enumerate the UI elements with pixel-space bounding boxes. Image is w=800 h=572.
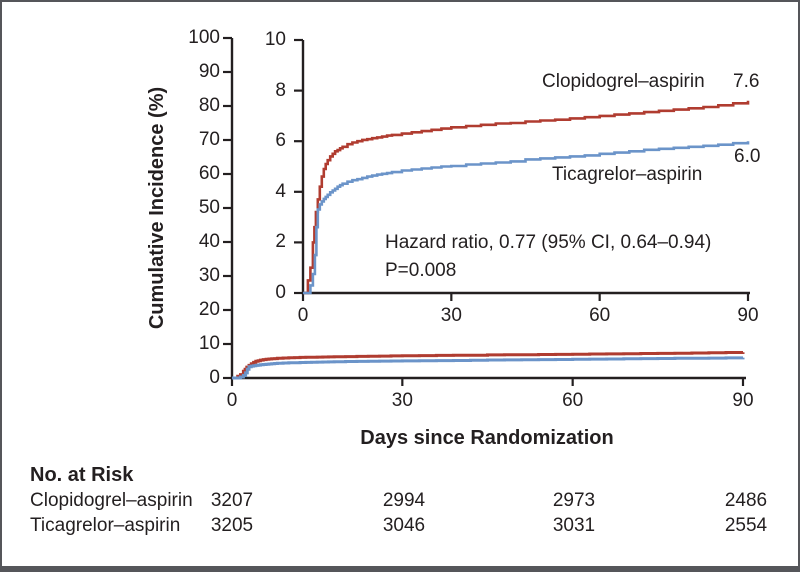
main-y-tick-label-60: 60	[198, 163, 220, 184]
risk-row-label-clopidogrel: Clopidogrel–aspirin	[30, 490, 193, 511]
risk-count: 2554	[724, 515, 768, 536]
main-y-tick-label-10: 10	[198, 333, 220, 354]
main-y-tick-label-40: 40	[198, 231, 220, 252]
risk-count: 3031	[552, 515, 596, 536]
main-y-tick-label-90: 90	[198, 61, 220, 82]
ticagrelor-aspirin-curve-main	[232, 356, 745, 380]
inset-x-tick-label-60: 60	[589, 305, 611, 326]
series-label-clopidogrel-aspirin: Clopidogrel–aspirin	[542, 71, 705, 92]
hazard-ratio-annotation: Hazard ratio, 0.77 (95% CI, 0.64–0.94)	[385, 232, 712, 253]
risk-row-label-ticagrelor: Ticagrelor–aspirin	[30, 515, 181, 536]
risk-count: 3046	[382, 515, 426, 536]
y-axis-title: Cumulative Incidence (%)	[146, 86, 168, 330]
series-label-ticagrelor-aspirin: Ticagrelor–aspirin	[552, 164, 703, 185]
main-y-tick-label-80: 80	[198, 95, 220, 116]
risk-table-title: No. at Risk	[30, 464, 134, 486]
inset-x-tick-label-0: 0	[297, 305, 309, 326]
main-x-tick-label-30: 30	[391, 390, 413, 411]
clopidogrel-aspirin-curve-inset	[303, 100, 750, 295]
inset-y-tick-label-0: 0	[275, 282, 286, 303]
risk-count: 2486	[724, 490, 768, 511]
risk-count: 3207	[210, 490, 254, 511]
inset-x-tick-label-90: 90	[737, 305, 759, 326]
risk-count: 2973	[552, 490, 596, 511]
risk-count: 3205	[210, 515, 254, 536]
clopidogrel-aspirin-curve-main	[232, 351, 745, 380]
risk-count: 2994	[382, 490, 426, 511]
main-x-tick-label-0: 0	[226, 390, 238, 411]
inset-y-tick-label-2: 2	[275, 231, 286, 253]
main-y-tick-label-20: 20	[198, 299, 220, 320]
main-y-tick-label-0: 0	[209, 367, 220, 388]
inset-x-tick-label-30: 30	[440, 305, 462, 326]
end-value-ticagrelor-aspirin: 6.0	[734, 146, 761, 167]
inset-y-tick-label-4: 4	[275, 180, 286, 202]
ticagrelor-aspirin-curve-inset	[303, 141, 750, 295]
main-y-tick-label-100: 100	[188, 27, 220, 48]
inset-y-tick-label-6: 6	[275, 130, 286, 152]
main-y-tick-label-70: 70	[198, 129, 220, 150]
inset-y-tick-label-10: 10	[264, 29, 286, 50]
inset-y-tick-label-8: 8	[275, 79, 286, 101]
main-y-tick-label-30: 30	[198, 265, 220, 286]
main-x-tick-label-90: 90	[732, 390, 754, 411]
main-y-tick-label-50: 50	[198, 197, 220, 218]
main-x-tick-label-60: 60	[562, 390, 584, 411]
end-value-clopidogrel-aspirin: 7.6	[733, 71, 760, 92]
p-value-annotation: P=0.008	[385, 260, 457, 281]
x-axis-title: Days since Randomization	[360, 427, 614, 449]
